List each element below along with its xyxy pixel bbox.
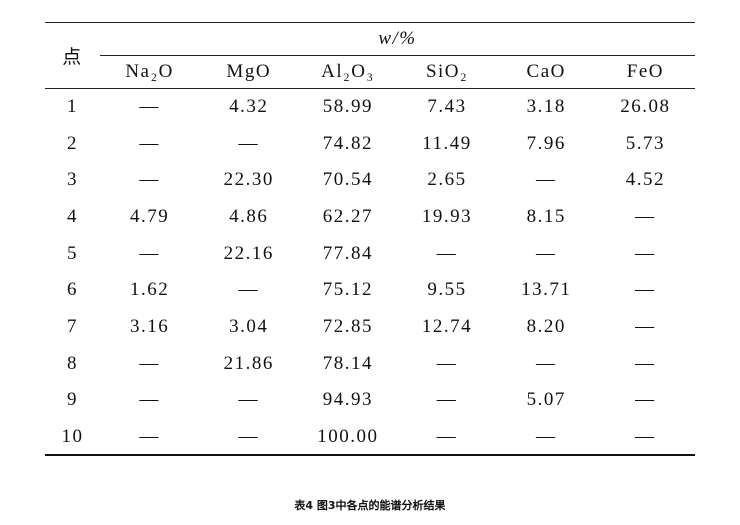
table-cell: — [139,389,160,411]
row-label: 5 [67,242,78,264]
table-cell: 75.12 [322,279,374,301]
table-cell: — [397,418,497,457]
row-label: 1 [67,96,78,118]
table-cell: — [635,242,656,264]
table-cell: — [635,389,656,411]
table-cell: 62.27 [322,205,374,227]
table-cell: 4.32 [229,96,269,118]
row-label: 2 [67,132,78,154]
table-cell: 26.08 [620,96,671,118]
row-label: 9 [67,389,78,411]
table-cell: — [139,352,160,374]
table-cell: 8.15 [526,205,566,227]
column-header: MgO [199,55,299,89]
table-cell: 72.85 [322,315,374,337]
table-cell: 7.43 [427,96,467,118]
table-cell: 3.16 [129,315,170,337]
table-cell: — [100,418,200,457]
table-cell: — [238,389,259,411]
row-label: 8 [67,352,78,374]
table-cell: 3.04 [229,315,269,337]
row-label: 3 [67,169,78,191]
table-cell: 94.93 [322,389,374,411]
table-cell: — [635,315,656,337]
table-cell: 8.20 [526,315,566,337]
table-cell: — [595,418,695,457]
column-header: SiO₂ [397,55,497,89]
table-cell: 5.73 [625,132,666,154]
column-header: CaO [496,55,596,89]
table-cell: 11.49 [422,132,472,154]
table-cell: — [535,242,557,264]
table-cell: — [139,96,160,118]
table-row: 5 — 22.16 77.84 — — — [45,235,695,272]
table-cell: 4.86 [229,205,269,227]
table-cell: — [238,132,259,154]
table-cell: — [139,169,160,191]
table-cell: — [199,418,299,457]
table-cell: — [436,352,458,374]
data-table: 点 w/% Na₂O MgO Al₂O₃ SiO₂ CaO FeO 1 — 4.32 58.99… [45,22,695,457]
table-cell: — [535,352,557,374]
table-cell: 2.65 [427,169,467,191]
column-header: Al₂O₃ [298,55,398,89]
row-label: 10 [45,418,100,457]
column-header: Na₂O [100,55,200,89]
row-label: 6 [67,279,78,301]
table-cell: — [139,242,160,264]
table-cell: — [496,418,596,457]
row-label: 4 [67,205,78,227]
table-row: 8 — 21.86 78.14 — — — [45,345,695,382]
table-cell: 78.14 [322,352,374,374]
table-cell: 22.16 [223,242,274,264]
table-cell: 74.82 [322,132,374,154]
table-row: 7 3.16 3.04 72.85 12.74 8.20 — [45,309,695,346]
table-cell: — [139,132,160,154]
table-cell: 13.71 [521,279,572,301]
group-header: w/% [100,22,695,56]
table-cell: 5.07 [526,389,566,411]
table-cell: — [635,352,656,374]
table-row: 10— —100.00— — — [45,418,695,457]
table-cell: — [635,279,656,301]
table-cell: 70.54 [322,169,374,191]
table-cell: 9.55 [427,279,467,301]
table-cell: 21.86 [223,352,274,374]
table-row: 9 — — 94.93 — 5.07 — [45,382,695,419]
table-cell: 7.96 [526,132,566,154]
table-row: 1 — 4.32 58.99 7.43 3.18 26.08 [45,89,695,126]
table-cell: — [635,205,656,227]
column-header: FeO [595,55,695,89]
table-cell: — [436,242,458,264]
table-cell: 19.93 [421,205,473,227]
table-cell: 22.30 [223,169,274,191]
table-cell: 1.62 [129,279,170,301]
table-cell: — [238,279,259,301]
table-cell: — [535,169,557,191]
table-cell: — [436,389,458,411]
table-row: 6 1.62 — 75.12 9.55 13.71 — [45,272,695,309]
row-label: 7 [67,315,78,337]
table-cell: 58.99 [322,96,374,118]
corner-header: 点 [45,22,100,89]
table-cell: 12.74 [421,315,473,337]
table-cell: 3.18 [526,96,566,118]
caption: 表4 图3中各点的能谱分析结果 [294,499,446,512]
table-cell: 100.00 [298,418,398,457]
table-cell: 77.84 [322,242,374,264]
table-row: 2 — — 74.82 11.49 7.96 5.73 [45,125,695,162]
table-row: 4 4.79 4.86 62.27 19.93 8.15 — [45,199,695,236]
table-row: 3 — 22.30 70.54 2.65 — 4.52 [45,162,695,199]
table-cell: 4.52 [625,169,666,191]
table-cell: 4.79 [129,205,170,227]
